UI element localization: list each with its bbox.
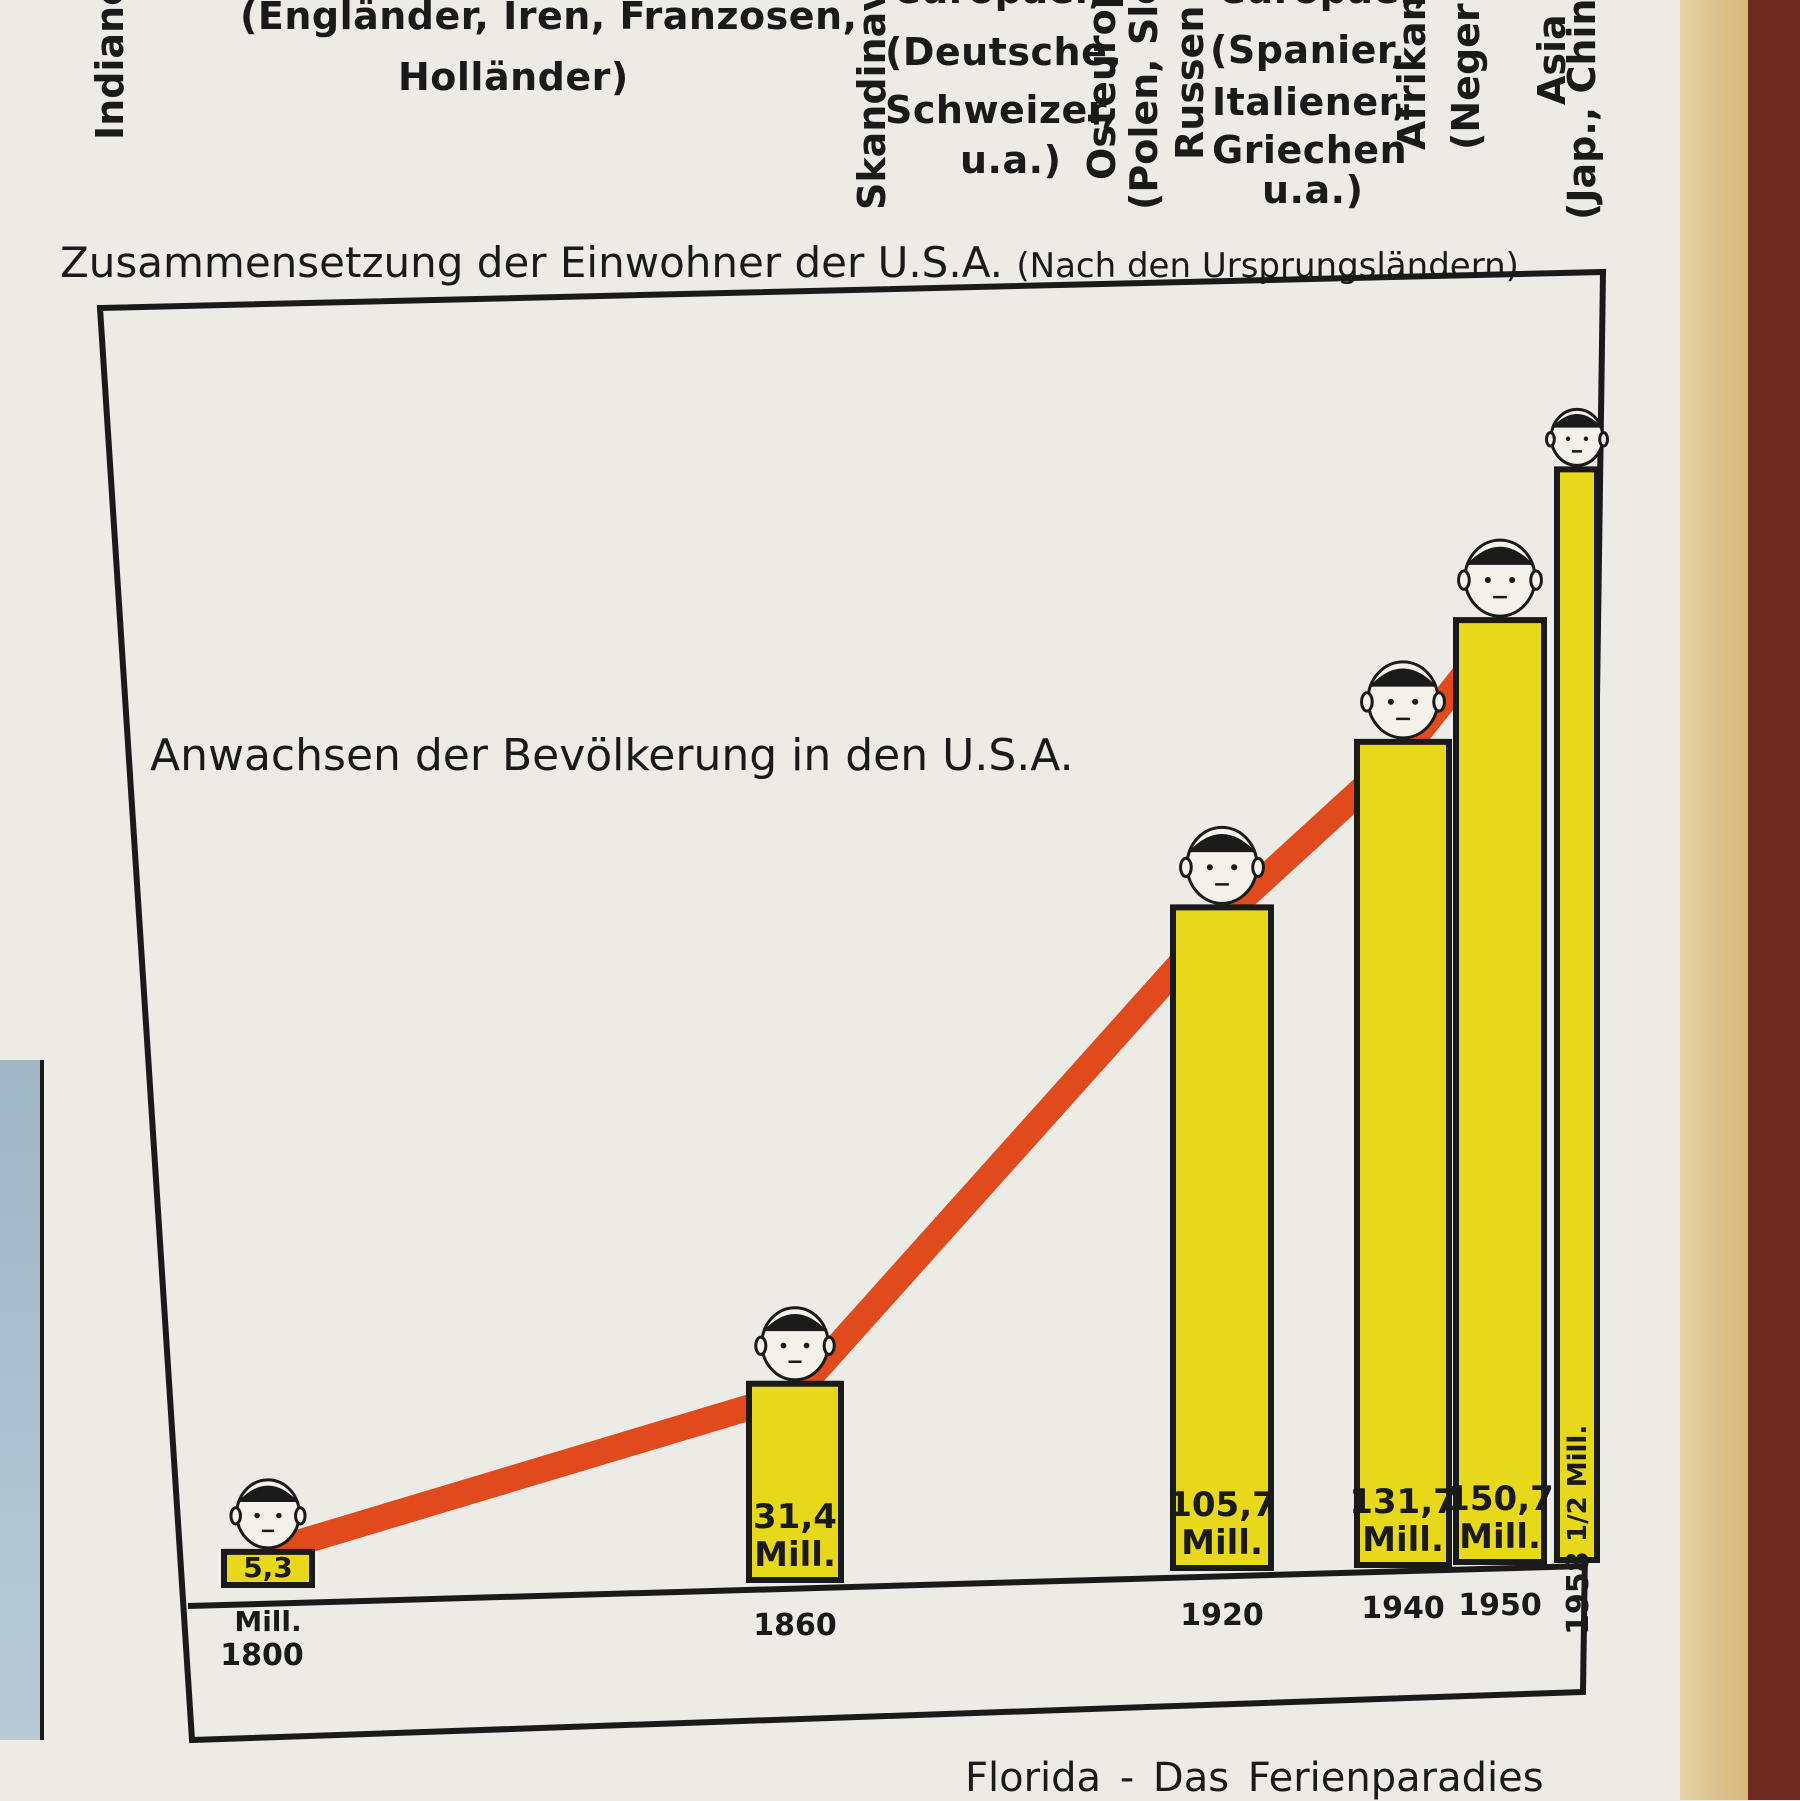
header-col4-line1: europäer, [895, 0, 1103, 12]
bar-value-label: 131,7 [1349, 1482, 1457, 1522]
wall-edge [1748, 0, 1800, 1800]
face-icon [229, 1478, 307, 1550]
composition-title-main: Zusammensetzung der Einwohner der U.S.A. [60, 238, 1004, 287]
x-tick-label: 1958 [1561, 1552, 1596, 1636]
header-col2-line1: (Engländer, Iren, Franzosen, [240, 0, 858, 38]
bar-1800 [221, 1548, 315, 1588]
header-col7-line1: europäer, [1220, 0, 1428, 12]
bar-1920 [1170, 904, 1274, 1571]
chart-title: Anwachsen der Bevölkerung in den U.S.A. [150, 730, 1074, 781]
bar-value-label: Mill. [754, 1535, 836, 1575]
chart-baseline [187, 1563, 1586, 1609]
map-fragment [0, 1060, 44, 1740]
bar-value-label: Mill. [1459, 1517, 1541, 1557]
x-tick-label: 1860 [753, 1608, 837, 1643]
header-col7-line4: Griechen [1212, 128, 1408, 172]
header-col7-line2: (Spanier, [1210, 28, 1406, 72]
header-col2-line2: Holländer) [398, 55, 629, 99]
header-col4-line3: Schweizer, [885, 88, 1117, 132]
face-icon [1360, 660, 1446, 740]
header-col7-line5: u.a.) [1262, 168, 1364, 212]
bar-value-label: Mill. [1362, 1520, 1444, 1560]
bar-value-label: Mill. [234, 1605, 301, 1638]
bar-1940 [1354, 738, 1452, 1568]
chart-frame [96, 268, 1607, 1744]
bar-value-label: Mill. [1181, 1523, 1263, 1563]
header-col7-line3: Italiener, [1212, 80, 1408, 124]
x-tick-label: 1920 [1180, 1598, 1264, 1633]
bar-1950 [1453, 617, 1547, 1565]
bar-value-label: 1/2 Mill. [1563, 1425, 1593, 1542]
face-icon [1179, 825, 1265, 905]
header-col4-line2: (Deutsche, [885, 30, 1123, 74]
x-tick-label: 1800 [220, 1638, 304, 1673]
bar-value-label: 105,7 [1168, 1485, 1276, 1525]
bar-value-label: 31,4 [753, 1497, 837, 1537]
face-icon [1544, 407, 1610, 467]
face-icon [754, 1306, 836, 1382]
bar-1860 [746, 1380, 844, 1583]
bar-1958 [1554, 466, 1600, 1563]
header-col4-line4: u.a.) [960, 138, 1062, 182]
x-tick-label: 1940 [1361, 1591, 1445, 1626]
x-tick-label: 1950 [1458, 1588, 1542, 1623]
face-icon [1457, 538, 1543, 618]
footer-caption: Florida - Das Ferienparadies [965, 1755, 1544, 1801]
bar-value-label: 150,7 [1446, 1479, 1554, 1519]
bar-value-label: 5,3 [243, 1551, 293, 1584]
